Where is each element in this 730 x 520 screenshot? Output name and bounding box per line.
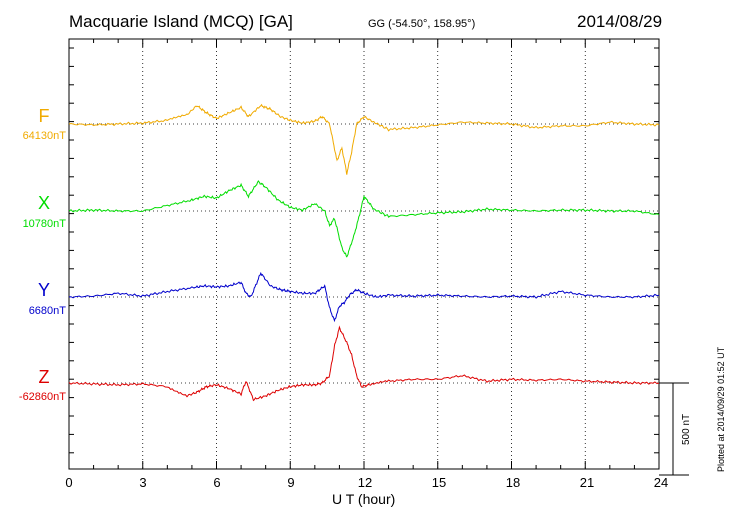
date-label: 2014/08/29 [577,12,663,31]
geographic-coords: GG (-54.50°, 158.95°) [368,18,476,30]
series-line-x [68,180,660,258]
baseline-label-z: -62860nT [18,391,66,403]
baseline-label-f: 64130nT [22,130,66,142]
series-label-f: F [38,106,50,126]
x-tick-label: 0 [65,475,73,490]
series-line-z [68,325,660,402]
series-label-y: Y [37,280,50,300]
plotted-timestamp: Plotted at 2014/09/29 01:52 UT [716,346,726,472]
x-tick-label: 3 [139,475,147,490]
x-axis-label: U T (hour) [332,491,396,507]
station-title: Macquarie Island (MCQ) [GA] [69,12,293,31]
x-tick-label: 21 [579,475,595,490]
x-tick-label: 18 [505,475,521,490]
series-line-f [68,103,660,175]
x-tick-label: 6 [213,475,221,490]
baseline-label-x: 10780nT [22,218,66,230]
x-tick-label: 9 [287,475,295,490]
x-tick-label: 15 [431,475,447,490]
series-line-y [68,271,660,323]
x-tick-label: 24 [653,475,669,490]
series-label-z: Z [38,367,50,387]
scale-bar-label: 500 nT [681,413,692,445]
series-label-x: X [37,193,50,213]
baseline-label-y: 6680nT [28,305,66,317]
x-tick-label: 12 [357,475,373,490]
